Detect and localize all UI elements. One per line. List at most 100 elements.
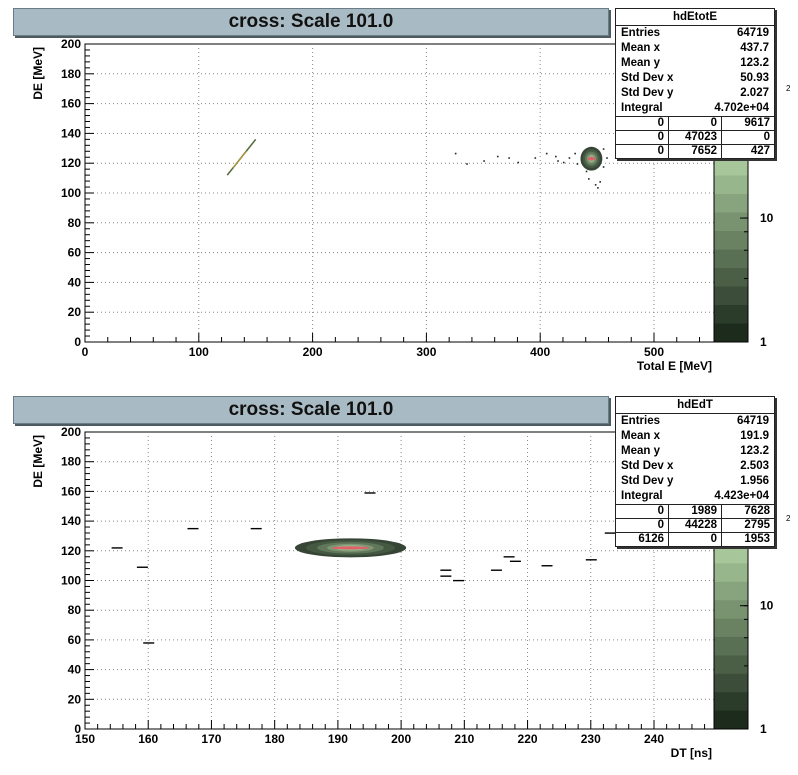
- x-tick-label: 240: [644, 732, 664, 746]
- palette-label: 1: [760, 722, 767, 736]
- heatmap-point: [454, 152, 457, 155]
- y-tick-label: 40: [68, 663, 82, 677]
- bottom-stats-box: hdEdT Entries 64719 Mean x 191.9 Mean y 123…: [615, 396, 775, 547]
- grid-cell: 0: [669, 117, 722, 130]
- palette-swatch: [714, 563, 748, 583]
- grid-cell: 44228: [669, 519, 722, 532]
- x-axis-label: Total E [MeV]: [637, 359, 712, 373]
- y-axis-label: DE [MeV]: [31, 47, 45, 100]
- heatmap-point: [574, 152, 576, 155]
- heatmap-bin: [509, 560, 521, 562]
- palette-swatch: [714, 618, 748, 638]
- heatmap-bin: [453, 579, 465, 582]
- y-tick-label: 40: [68, 275, 82, 289]
- grid-row: 0 47023 0: [616, 131, 774, 145]
- heatmap-bin: [604, 532, 616, 534]
- palette-swatch: [714, 600, 748, 620]
- heatmap-point: [597, 187, 599, 189]
- stats-row: Entries 64719: [616, 26, 774, 41]
- stats-row: Std Dev x 50.93: [616, 71, 774, 86]
- grid-row: 0 7652 427: [616, 145, 774, 158]
- heatmap-bin: [143, 642, 155, 644]
- stats-value: 50.93: [740, 72, 769, 84]
- bottom-exponent-label: 2: [786, 514, 791, 523]
- y-tick-label: 0: [74, 722, 81, 736]
- stats-value: 2.503: [740, 460, 769, 472]
- top-stats-box: hdEtotE Entries 64719 Mean x 437.7 Mean y 1…: [615, 8, 775, 159]
- grid-cell: 6126: [616, 533, 669, 546]
- palette-swatch: [714, 545, 748, 564]
- stats-label: Mean y: [621, 445, 660, 457]
- y-tick-label: 200: [61, 37, 81, 51]
- heatmap-point: [599, 181, 601, 183]
- stats-label: Std Dev x: [621, 460, 674, 472]
- stats-label: Integral: [621, 490, 663, 502]
- y-tick-label: 160: [61, 97, 81, 111]
- stats-row: Integral 4.423e+04: [616, 489, 774, 504]
- heatmap-bin: [364, 492, 376, 494]
- heatmap-peak: [331, 546, 370, 550]
- palette-label: 10: [760, 211, 774, 225]
- stats-row: Integral 4.702e+04: [616, 101, 774, 116]
- stats-value: 123.2: [740, 445, 769, 457]
- y-tick-label: 140: [61, 514, 81, 528]
- palette-swatch: [714, 268, 748, 287]
- top-title-box: cross: Scale 101.0: [13, 8, 609, 36]
- top-exponent-label: 2: [786, 84, 791, 93]
- heatmap-point: [517, 161, 520, 164]
- stats-value: 1.956: [740, 475, 769, 487]
- x-tick-label: 200: [391, 732, 411, 746]
- palette-swatch: [714, 323, 748, 343]
- stats-label: Entries: [621, 27, 660, 39]
- stats-label: Std Dev y: [621, 87, 674, 99]
- y-tick-label: 120: [61, 544, 81, 558]
- palette-swatch: [714, 673, 748, 693]
- y-tick-label: 60: [68, 633, 82, 647]
- palette-swatch: [714, 655, 748, 675]
- palette-swatch: [714, 194, 748, 213]
- x-tick-label: 160: [138, 732, 158, 746]
- x-tick-label: 220: [518, 732, 538, 746]
- overflow-grid: 0 0 9617 0 47023 0 0 7652 427: [616, 116, 774, 158]
- stats-label: Mean y: [621, 57, 660, 69]
- palette-swatch: [714, 637, 748, 656]
- x-tick-label: 0: [82, 345, 89, 359]
- stats-label: Std Dev x: [621, 72, 674, 84]
- top-title: cross: Scale 101.0: [228, 11, 394, 32]
- grid-cell: 2795: [744, 519, 770, 531]
- bottom-stats-name: hdEdT: [616, 397, 774, 414]
- y-tick-label: 80: [68, 603, 82, 617]
- heatmap-point: [602, 166, 605, 168]
- heatmap-point: [483, 160, 485, 162]
- palette-label: 1: [760, 335, 767, 349]
- stats-row: Mean y 123.2: [616, 444, 774, 459]
- heatmap-bin: [585, 559, 597, 561]
- heatmap-bin: [503, 556, 515, 558]
- x-tick-label: 300: [416, 345, 436, 359]
- top-stats-name: hdEtotE: [616, 9, 774, 26]
- grid-row: 6126 0 1953: [616, 533, 774, 546]
- heatmap-streak-core: [232, 150, 247, 168]
- y-axis-label: DE [MeV]: [31, 435, 45, 488]
- y-tick-label: 100: [61, 574, 81, 588]
- heatmap-point: [554, 155, 557, 158]
- heatmap-point: [568, 157, 571, 159]
- palette-swatch: [714, 157, 748, 176]
- grid-row: 0 1989 7628: [616, 505, 774, 519]
- x-tick-label: 150: [75, 732, 95, 746]
- heatmap-bin: [440, 569, 452, 571]
- grid-cell: 7652: [669, 145, 722, 158]
- stats-row: Mean x 437.7: [616, 41, 774, 56]
- overflow-grid: 0 1989 7628 0 44228 2795 6126 0 1953: [616, 504, 774, 546]
- grid-row: 0 0 9617: [616, 117, 774, 131]
- grid-cell: 9617: [744, 117, 770, 129]
- heatmap-point: [557, 160, 559, 162]
- heatmap-bin: [111, 547, 123, 549]
- grid-cell: 427: [750, 145, 770, 157]
- grid-cell: 1989: [669, 505, 722, 518]
- heatmap-bin: [490, 569, 502, 571]
- palette-swatch: [714, 175, 748, 195]
- bottom-histogram-pad: 0 20 40 60 80 100 120 140 160 180 200 150 160 170 180 1…: [0, 388, 798, 775]
- stats-value: 123.2: [740, 57, 769, 69]
- palette-swatch: [714, 249, 748, 269]
